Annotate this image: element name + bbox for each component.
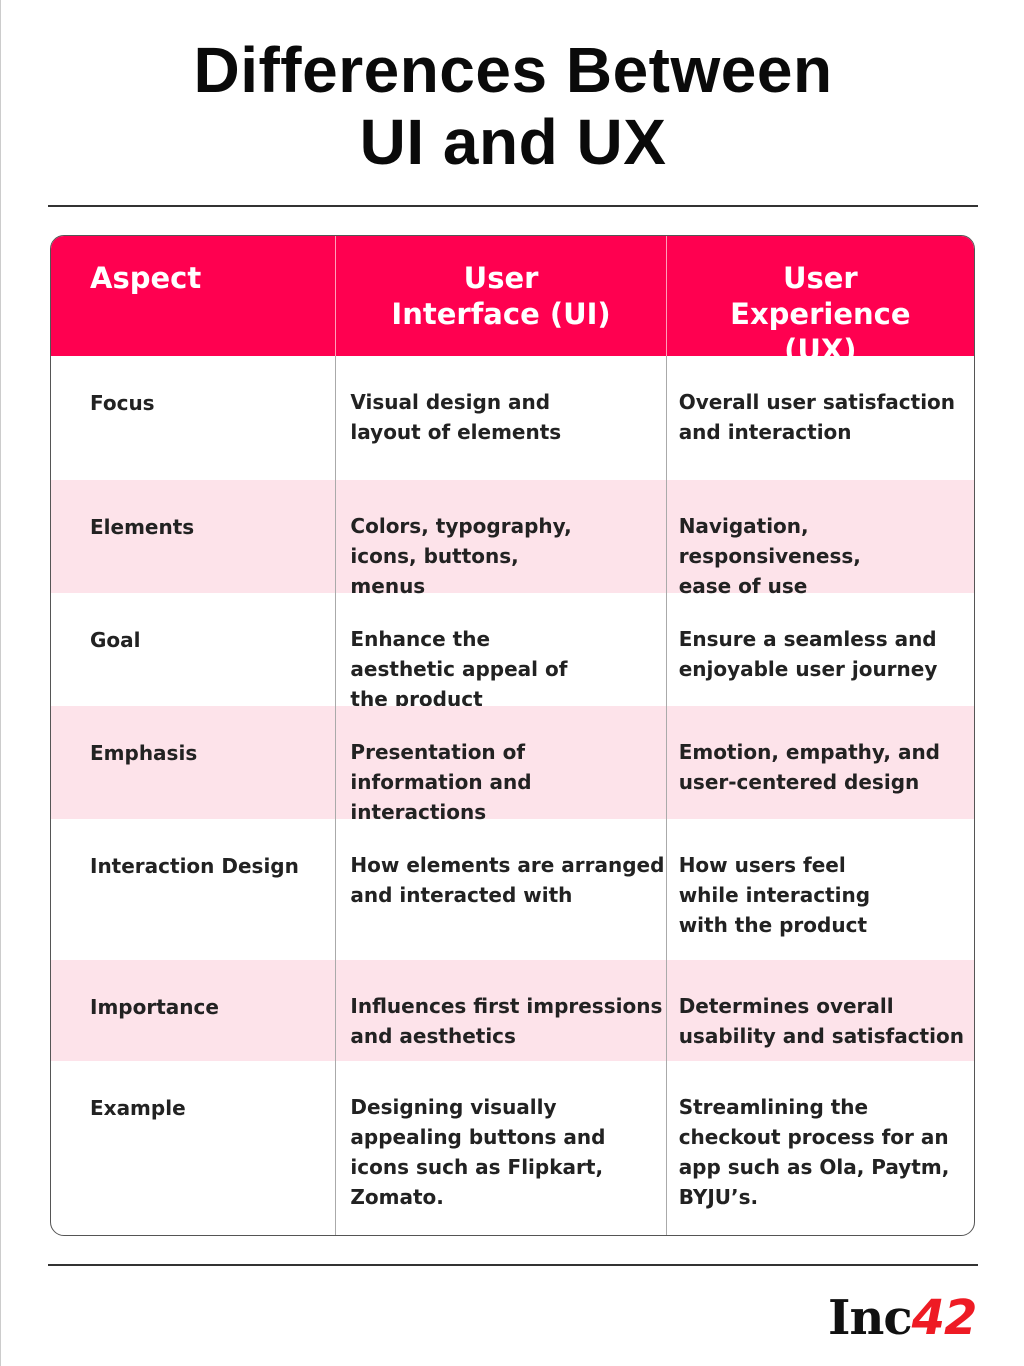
table-row: Example Designing visually appealing but… [51,1061,974,1235]
ux-cell: Emotion, empathy, and user-centered desi… [667,706,974,819]
title-line-1: Differences Between [193,34,833,106]
ux-cell: Overall user satisfaction and interactio… [678,390,956,444]
ui-cell: Presentation of information and interact… [336,706,667,824]
header-aspect: Aspect [51,236,337,356]
aspect-cell: Example [51,1061,337,1235]
inc42-logo: Inc42 [828,1290,977,1346]
table-row: Interaction Design How elements are arra… [51,819,974,960]
ui-cell: How elements are arranged and interacted… [336,819,667,960]
ux-text: Emotion, empathy, and user-centered desi… [678,740,940,794]
ux-cell: Determines overall usability and satisfa… [678,994,964,1048]
ux-text: Ensure a seamless and enjoyable user jou… [678,627,938,681]
ux-cell: Streamlining the checkout process for an… [667,1061,974,1235]
table-row: Focus Visual design and layout of elemen… [51,356,974,480]
aspect-cell: Focus [51,356,337,480]
bottom-divider [48,1264,978,1266]
aspect-cell: Importance [51,960,337,1061]
top-divider [48,205,978,207]
table-row: Elements Colors, typography, icons, butt… [51,480,974,598]
ui-cell: Designing visually appealing buttons and… [336,1061,667,1235]
header-ux-text: User Experience (UX) [730,261,911,367]
header-ui-text: User Interface (UI) [391,261,611,331]
ui-cell: Enhance the aesthetic appeal of the prod… [336,593,667,711]
ui-text: Presentation of information and interact… [350,740,532,824]
table-row: Emphasis Presentation of information and… [51,706,974,824]
aspect-cell: Emphasis [51,706,337,819]
comparison-table: Aspect User Interface (UI) User Experien… [50,235,975,1236]
ux-cell: Ensure a seamless and enjoyable user jou… [667,593,974,706]
ux-cell: How users feel while interacting with th… [667,819,974,960]
header-ux: User Experience (UX) [667,236,974,367]
ux-cell: Navigation, responsiveness, ease of use [667,480,974,598]
ui-text: Visual design and layout of elements [350,390,562,444]
ui-text: Colors, typography, icons, buttons, menu… [350,514,572,598]
ui-text: Enhance the aesthetic appeal of the prod… [350,627,568,711]
table-row: Importance Influences first impressions … [51,960,974,1061]
ui-cell: Colors, typography, icons, buttons, menu… [336,480,667,598]
ux-text: Streamlining the checkout process for an… [678,1095,950,1209]
header-ui: User Interface (UI) [336,236,667,356]
table-header: Aspect User Interface (UI) User Experien… [51,236,974,367]
title-line-2: UI and UX [359,106,667,178]
aspect-cell: Goal [51,593,337,706]
ux-text: How users feel while interacting with th… [678,853,871,937]
ui-cell: Influences first impressions and aesthet… [336,960,667,1061]
table-row: Goal Enhance the aesthetic appeal of the… [51,593,974,711]
ux-text: Navigation, responsiveness, ease of use [678,514,861,598]
page-title: Differences Between UI and UX [1,34,1024,178]
aspect-cell: Elements [51,480,337,593]
aspect-cell: Interaction Design [51,819,337,960]
ui-cell: Visual design and layout of elements [336,356,667,480]
